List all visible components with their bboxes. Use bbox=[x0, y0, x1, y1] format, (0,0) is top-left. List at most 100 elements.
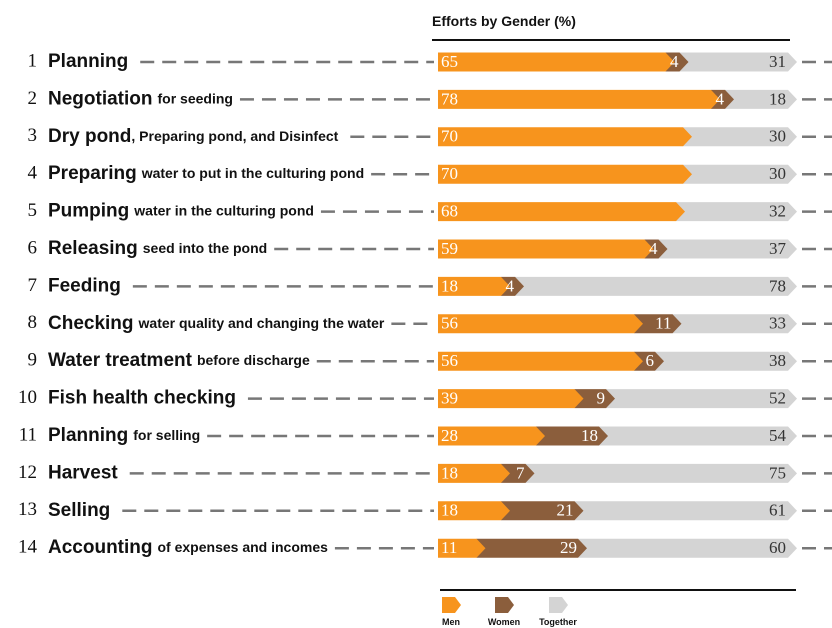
value-label: 54 bbox=[769, 426, 787, 445]
row-number: 14 bbox=[18, 537, 38, 558]
row-label-main: Preparing bbox=[48, 163, 137, 184]
bar-segment bbox=[658, 239, 797, 259]
bar-segment bbox=[655, 351, 797, 371]
value-label: 78 bbox=[769, 276, 786, 295]
value-label: 28 bbox=[441, 426, 458, 445]
row-label: Feeding bbox=[48, 275, 121, 296]
bar-segment bbox=[683, 164, 797, 184]
value-label: 18 bbox=[441, 501, 458, 520]
row-label-detail: water quality and changing the water bbox=[138, 315, 385, 331]
value-label: 68 bbox=[441, 202, 458, 221]
legend-label: Together bbox=[539, 617, 577, 627]
row-number: 11 bbox=[19, 424, 37, 445]
value-label: 4 bbox=[506, 276, 515, 295]
value-label: 30 bbox=[769, 164, 786, 183]
bar-segment bbox=[438, 89, 720, 109]
value-label: 18 bbox=[769, 89, 786, 108]
chart-title: Efforts by Gender (%) bbox=[432, 13, 576, 29]
row-label-main: Accounting bbox=[48, 537, 153, 558]
bar-segment bbox=[438, 239, 654, 259]
row-label-detail: water to put in the culturing pond bbox=[141, 165, 364, 181]
row-label: Accounting of expenses and incomes bbox=[48, 537, 328, 558]
row-label-main: Fish health checking bbox=[48, 388, 236, 409]
bar-segment bbox=[501, 501, 584, 521]
value-label: 56 bbox=[441, 314, 458, 333]
bar-segment bbox=[438, 52, 675, 72]
bar-segment bbox=[438, 351, 643, 371]
row-label: Dry pond, Preparing pond, and Disinfect bbox=[48, 126, 339, 147]
row-label-main: Selling bbox=[48, 500, 110, 521]
row-label: Selling bbox=[48, 500, 110, 521]
row-label-main: Feeding bbox=[48, 275, 121, 296]
bar-segment bbox=[438, 538, 486, 558]
row-label-main: Planning bbox=[48, 51, 128, 72]
row-label: Negotiation for seeding bbox=[48, 88, 233, 109]
legend-label: Men bbox=[442, 617, 460, 627]
row-label: Water treatment before discharge bbox=[48, 350, 310, 371]
bar-segment bbox=[438, 127, 692, 147]
row-label-detail: for seeding bbox=[158, 90, 233, 106]
value-label: 11 bbox=[655, 314, 671, 333]
row-number: 6 bbox=[28, 237, 38, 258]
value-label: 18 bbox=[581, 426, 598, 445]
value-label: 18 bbox=[441, 463, 458, 482]
value-label: 52 bbox=[769, 389, 786, 408]
row-label-detail: of expenses and incomes bbox=[158, 539, 329, 555]
value-label: 4 bbox=[716, 89, 725, 108]
row-label: Checking water quality and changing the w… bbox=[48, 313, 385, 334]
value-label: 32 bbox=[769, 202, 786, 221]
row-label: Planning bbox=[48, 51, 128, 72]
legend-swatch bbox=[442, 597, 461, 613]
value-label: 56 bbox=[441, 351, 458, 370]
value-label: 6 bbox=[646, 351, 655, 370]
bar-segment bbox=[683, 127, 797, 147]
bar-segment bbox=[438, 501, 510, 521]
row-label: Harvest bbox=[48, 462, 118, 483]
value-label: 37 bbox=[769, 239, 787, 258]
bar-segment bbox=[634, 351, 664, 371]
row-label-main: Checking bbox=[48, 313, 134, 334]
row-label-detail: for selling bbox=[133, 427, 200, 443]
row-number: 8 bbox=[28, 312, 38, 333]
bar-segment bbox=[606, 389, 797, 409]
row-number: 5 bbox=[28, 200, 38, 221]
row-label: Planning for selling bbox=[48, 425, 200, 446]
value-label: 61 bbox=[769, 501, 786, 520]
bar-segment bbox=[438, 426, 545, 446]
row-label-detail: before discharge bbox=[197, 352, 310, 368]
bar-segment bbox=[525, 463, 797, 483]
row-number: 1 bbox=[28, 50, 38, 71]
row-label-detail: water in the culturing pond bbox=[133, 202, 314, 218]
bar-segment bbox=[501, 276, 524, 296]
bar-segment bbox=[711, 89, 734, 109]
bar-segment bbox=[438, 389, 584, 409]
bar-segment bbox=[676, 202, 797, 222]
value-label: 78 bbox=[441, 89, 458, 108]
row-label-main: Pumping bbox=[48, 201, 129, 222]
value-label: 7 bbox=[516, 463, 525, 482]
row-label: Fish health checking bbox=[48, 388, 236, 409]
row-number: 13 bbox=[18, 499, 37, 520]
row-label: Preparing water to put in the culturing p… bbox=[48, 163, 364, 184]
bar-segment bbox=[679, 52, 797, 72]
row-number: 12 bbox=[18, 462, 37, 483]
bar-segment bbox=[438, 164, 692, 184]
row-label-main: Negotiation bbox=[48, 88, 153, 109]
legend-label: Women bbox=[488, 617, 520, 627]
bar-segment bbox=[644, 239, 668, 259]
value-label: 29 bbox=[560, 538, 577, 557]
value-label: 33 bbox=[769, 314, 786, 333]
value-label: 38 bbox=[769, 351, 786, 370]
row-label-main: Releasing bbox=[48, 238, 138, 259]
row-label-main: Harvest bbox=[48, 462, 118, 483]
row-label-main: Water treatment bbox=[48, 350, 193, 371]
value-label: 11 bbox=[441, 538, 457, 557]
row-number: 9 bbox=[28, 350, 38, 371]
value-label: 75 bbox=[769, 463, 786, 482]
value-label: 9 bbox=[597, 389, 606, 408]
value-label: 60 bbox=[769, 538, 786, 557]
bar-segment bbox=[725, 89, 797, 109]
row-label-detail: , Preparing pond, and Disinfect bbox=[131, 128, 338, 144]
row-label-detail: seed into the pond bbox=[143, 240, 267, 256]
